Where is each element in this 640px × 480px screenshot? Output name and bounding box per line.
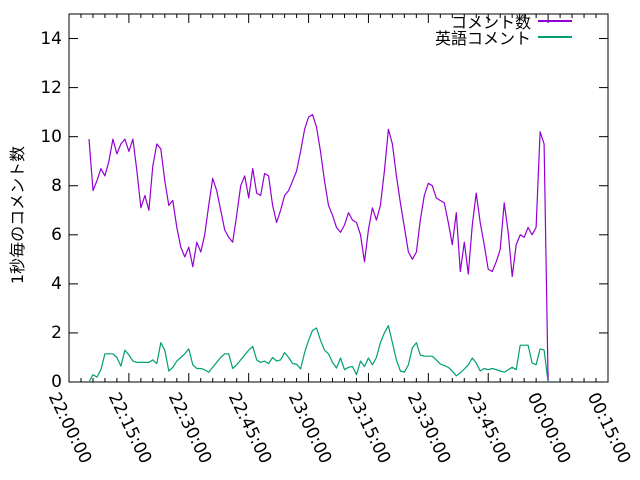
y-tick-label: 12 — [40, 77, 62, 98]
legend: コメント数 英語コメント — [435, 13, 572, 48]
y-axis-title: 1秒毎のコメント数 — [8, 145, 27, 285]
legend-line-sample — [538, 36, 572, 38]
y-tick-label: 0 — [51, 372, 62, 392]
legend-label: 英語コメント — [434, 29, 531, 48]
legend-line-sample — [538, 20, 572, 22]
y-tick-label: 6 — [51, 224, 62, 245]
y-tick-label: 4 — [51, 273, 62, 294]
y-tick-label: 8 — [51, 175, 62, 196]
y-tick-label: 14 — [40, 28, 62, 49]
y-tick-label: 10 — [40, 126, 62, 147]
legend-label: コメント数 — [450, 13, 531, 32]
plot-border — [68, 13, 609, 383]
y-tick-label: 2 — [51, 322, 62, 343]
legend-item: コメント数 — [435, 13, 572, 32]
series-line-0 — [88, 113, 549, 383]
legend-item: 英語コメント — [435, 29, 572, 48]
series-line-1 — [88, 325, 549, 383]
